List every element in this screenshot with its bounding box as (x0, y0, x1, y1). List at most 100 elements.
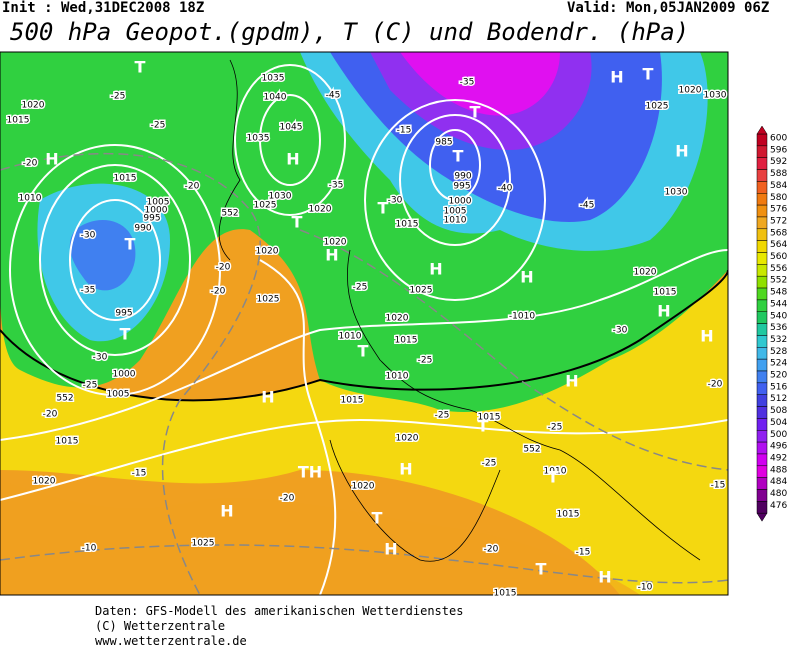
colorbar-label: 480 (770, 489, 787, 499)
colorbar-cell (756, 430, 768, 443)
pressure-center: T (548, 468, 559, 487)
contour-label: 1015 (341, 396, 364, 406)
orange-band (0, 480, 640, 595)
contour-label: -15 (576, 548, 591, 558)
colorbar-cell (756, 311, 768, 324)
colorbar-label: 592 (770, 157, 787, 167)
contour-label: 1015 (114, 174, 137, 184)
contour-label: -20 (185, 182, 200, 192)
pressure-center: T (135, 58, 146, 77)
colorbar-label: 548 (770, 288, 787, 298)
colorbar-label: 572 (770, 216, 787, 226)
colorbar-cell (756, 252, 768, 265)
contour-label: 1025 (646, 102, 669, 112)
colorbar-label: 508 (770, 406, 787, 416)
contour-label: 1005 (107, 390, 130, 400)
contour-label: -25 (482, 459, 497, 469)
pressure-center: T (292, 213, 303, 232)
contour-label: 1000 (145, 206, 168, 216)
contour-label: 1005 (444, 207, 467, 217)
colorbar-cell (756, 275, 768, 289)
contour-label: 1020 (22, 101, 45, 111)
colorbar-label: 496 (770, 442, 787, 452)
contour-label: 1035 (262, 74, 285, 84)
pressure-center: T (125, 235, 136, 254)
pressure-center: H (325, 246, 338, 265)
colorbar-label: 600 (770, 134, 787, 144)
contour-label: 1000 (449, 197, 472, 207)
colorbar-cell (756, 465, 768, 478)
pressure-center: H (429, 260, 442, 279)
contour-label: 1010 (339, 332, 362, 342)
contour-label: -20 (280, 494, 295, 504)
colorbar-cell (756, 453, 768, 467)
map-labels: TH T10201015-25-251035104010451035HH-20H9… (5, 58, 728, 601)
pressure-center: T (372, 509, 383, 528)
contour-label: 1025 (257, 295, 280, 305)
contour-label: -40 (498, 184, 513, 194)
contour-label: 1010 (19, 194, 42, 204)
magenta-core (400, 52, 560, 116)
contour-label: -30 (613, 326, 628, 336)
colorbar-label: 596 (770, 145, 787, 155)
colorbar-cell (756, 441, 768, 455)
colorbar-label: 532 (770, 335, 787, 345)
contour-label: -35 (460, 78, 475, 88)
colorbar-cell (756, 133, 768, 147)
contour-label: 1015 (395, 336, 418, 346)
pressure-center: T (120, 325, 131, 344)
contour-label: 1020 (324, 238, 347, 248)
colorbar-cell (756, 406, 768, 419)
contour-label: -45 (326, 91, 341, 101)
contour-label: 1000 (113, 370, 136, 380)
contour-label: -15 (132, 469, 147, 479)
colorbar-label: 544 (770, 299, 787, 309)
contour-label: -25 (418, 356, 433, 366)
colorbar-label: 552 (770, 276, 787, 286)
contour-label: 1035 (247, 134, 270, 144)
colorbar-cell (756, 287, 768, 301)
colorbar-label: 580 (770, 193, 787, 203)
colorbar-label: 512 (770, 394, 787, 404)
colorbar-cell (756, 501, 768, 514)
contour-label: 1015 (7, 116, 30, 126)
contour-label: 1030 (665, 188, 688, 198)
contour-label: 1030 (269, 192, 292, 202)
pressure-center: H (610, 68, 623, 87)
valid-time: Valid: Mon,05JAN2009 06Z (567, 0, 770, 16)
colorbar-cell (756, 358, 768, 372)
contour-label: 552 (221, 209, 238, 219)
contour-label: -15 (397, 126, 412, 136)
contour-label: 995 (143, 214, 160, 224)
contour-label: 1005 (147, 198, 170, 208)
contour-label: 1045 (280, 123, 303, 133)
colorbar-label: 556 (770, 264, 787, 274)
colorbar-cell (756, 145, 768, 158)
colorbar-label: 516 (770, 382, 787, 392)
colorbar-cell (756, 193, 768, 206)
contour-label: -10 (638, 583, 653, 593)
colorbar-cell (756, 216, 768, 230)
pressure-center: H (598, 568, 611, 587)
contour-label: 1020 (309, 205, 332, 215)
source-line: Daten: GFS-Modell des amerikanischen Wet… (95, 604, 464, 618)
contour-label: 1025 (192, 539, 215, 549)
colorbar-cell (756, 370, 768, 384)
colorbar-cell (756, 181, 768, 194)
colorbar-cell (756, 228, 768, 241)
colorbar-label: 560 (770, 252, 787, 262)
pressure-center: H (399, 460, 412, 479)
colorbar-label: 488 (770, 465, 787, 475)
contour-label: 1020 (33, 477, 56, 487)
contour-label: -25 (435, 411, 450, 421)
contour-label: 1015 (494, 589, 517, 599)
colorbar-label: 476 (770, 501, 787, 511)
colorbar-cell (756, 264, 768, 277)
colorbar-label: 568 (770, 228, 787, 238)
contour-label: -20 (43, 410, 58, 420)
contour-label: 1020 (256, 247, 279, 257)
contour-label: -30 (388, 196, 403, 206)
contour-label: -15 (711, 481, 726, 491)
contour-label: 995 (115, 309, 132, 319)
